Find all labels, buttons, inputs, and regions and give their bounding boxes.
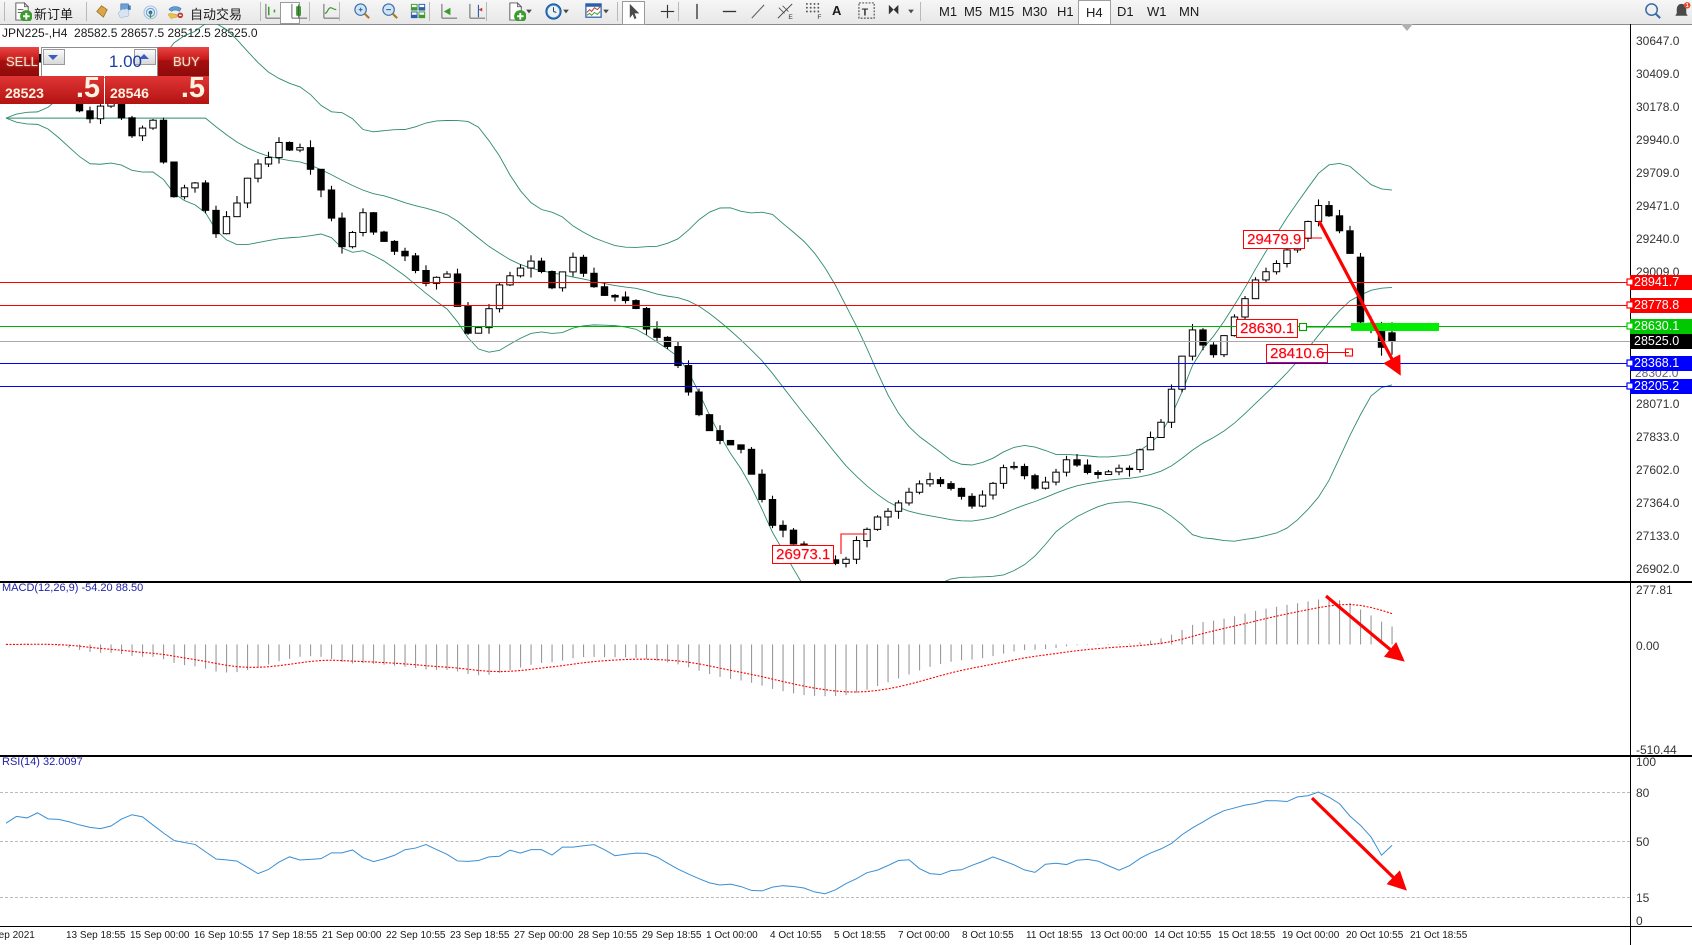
svg-text:F: F: [817, 14, 821, 21]
svg-text:1: 1: [1686, 3, 1689, 9]
svg-text:T: T: [862, 7, 869, 18]
svg-text:E: E: [788, 14, 793, 21]
